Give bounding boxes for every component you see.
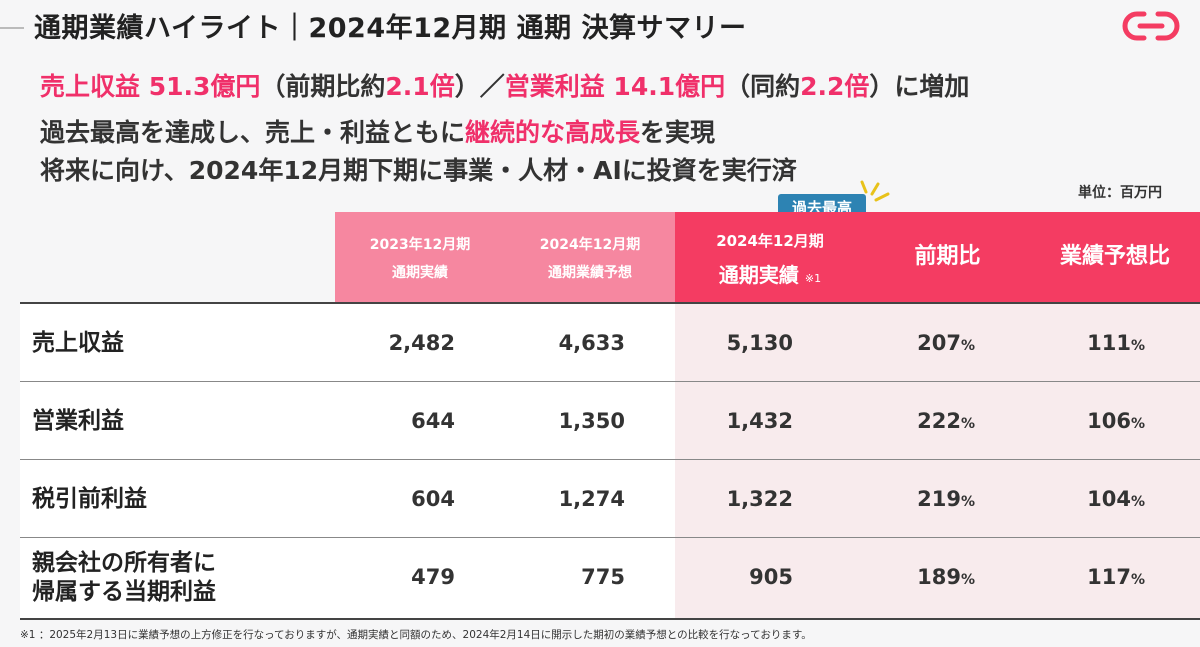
table-row: 税引前利益 604 1,274 1,322 219% 104% (20, 460, 1200, 538)
revenue-highlight: 売上収益 51.3億円 (40, 72, 261, 101)
header-line: 通期業績予想 (548, 265, 632, 281)
sparkle-icon (860, 180, 890, 202)
percent-sign: % (960, 338, 975, 354)
lead-text: ）に増加 (869, 72, 970, 101)
header-yoy: 前期比 (865, 212, 1030, 302)
header-line: 通期実績 (718, 263, 799, 287)
row-label: 親会社の所有者に 帰属する当期利益 (32, 538, 216, 618)
cell-value: 117 (1087, 565, 1131, 589)
op-profit-highlight: 営業利益 14.1億円 (504, 72, 726, 101)
lead-line-2: 過去最高を達成し、売上・利益ともに継続的な高成長を実現 (40, 113, 715, 149)
cell-value: 106 (1087, 409, 1131, 433)
percent-sign: % (1130, 338, 1145, 354)
page-header: 通期業績ハイライト｜2024年12月期 通期 決算サマリー (0, 6, 1200, 46)
cell-yoy: 219% (865, 460, 975, 538)
row-label: 売上収益 (32, 329, 124, 356)
row-label: 税引前利益 (32, 485, 147, 512)
cell-yoy: 207% (865, 304, 975, 382)
cell-prev: 479 (411, 565, 455, 589)
table-row: 親会社の所有者に 帰属する当期利益 479 775 905 189% 117% (20, 538, 1200, 618)
unit-label: 単位：百万円 (1078, 185, 1162, 201)
lead-text: （同約 (725, 72, 801, 101)
cell-actual: 1,322 (726, 487, 793, 511)
lead-line-3: 将来に向け、2024年12月期下期に事業・人材・AIに投資を実行済 (40, 156, 797, 185)
table-body: 売上収益 2,482 4,633 5,130 207% 111% 営業利益 64… (20, 302, 1200, 620)
op-profit-ratio: 2.2倍 (800, 72, 870, 101)
header-line: 2024年12月期 (716, 232, 824, 250)
row-label: 営業利益 (32, 407, 124, 434)
table-row: 売上収益 2,482 4,633 5,130 207% 111% (20, 304, 1200, 382)
header-line: 2023年12月期 (369, 237, 471, 253)
cell-prev: 2,482 (388, 331, 455, 355)
footnote: ※1 ：2025年2月13日に業績予想の上方修正を行なっておりますが、通期実績と… (20, 629, 812, 641)
header-forecast: 2024年12月期 通期業績予想 (505, 212, 675, 302)
results-table: 2023年12月期 通期実績 2024年12月期 通期業績予想 2024年12月… (20, 212, 1200, 620)
growth-highlight: 継続的な高成長 (465, 118, 641, 147)
lead-text: を実現 (640, 118, 716, 147)
header-prev-year: 2023年12月期 通期実績 (335, 212, 505, 302)
cell-value: 222 (917, 409, 961, 433)
cell-prev: 644 (411, 409, 455, 433)
cell-prev: 604 (411, 487, 455, 511)
cell-vs-forecast: 104% (1030, 460, 1145, 538)
percent-sign: % (1130, 416, 1145, 432)
cell-forecast: 4,633 (558, 331, 625, 355)
cell-actual: 5,130 (726, 331, 793, 355)
table-row: 営業利益 644 1,350 1,432 222% 106% (20, 382, 1200, 460)
percent-sign: % (960, 572, 975, 588)
cell-forecast: 1,274 (558, 487, 625, 511)
cell-value: 111 (1087, 331, 1131, 355)
row-label-line: 帰属する当期利益 (32, 579, 216, 605)
link-logo-icon (1122, 11, 1180, 41)
percent-sign: % (1130, 494, 1145, 510)
actual-column-shade (675, 304, 1200, 618)
revenue-ratio: 2.1倍 (385, 72, 455, 101)
footnote-marker: ※1 (804, 272, 822, 285)
cell-value: 189 (917, 565, 961, 589)
row-label-line: 親会社の所有者に (32, 550, 216, 577)
cell-value: 104 (1087, 487, 1131, 511)
cell-forecast: 1,350 (558, 409, 625, 433)
lead-line-1: 売上収益 51.3億円（前期比約2.1倍）／営業利益 14.1億円（同約2.2倍… (40, 67, 969, 103)
percent-sign: % (1130, 572, 1145, 588)
header-vs-forecast: 業績予想比 (1030, 212, 1200, 302)
percent-sign: % (960, 494, 975, 510)
header-actual: 2024年12月期 通期実績 ※1 (675, 212, 865, 302)
lead-text: ）／ (454, 72, 505, 101)
lead-text: （前期比約 (260, 72, 386, 101)
cell-vs-forecast: 106% (1030, 382, 1145, 460)
title-dash (0, 27, 24, 29)
cell-value: 219 (917, 487, 961, 511)
cell-actual: 905 (749, 565, 793, 589)
page-title: 通期業績ハイライト｜2024年12月期 通期 決算サマリー (34, 13, 747, 44)
cell-actual: 1,432 (726, 409, 793, 433)
cell-value: 207 (917, 331, 961, 355)
cell-vs-forecast: 117% (1030, 538, 1145, 616)
percent-sign: % (960, 416, 975, 432)
cell-yoy: 189% (865, 538, 975, 616)
header-line: 2024年12月期 (539, 237, 641, 253)
lead-text: 過去最高を達成し、売上・利益ともに (40, 118, 466, 147)
cell-yoy: 222% (865, 382, 975, 460)
header-line: 通期実績 (392, 265, 448, 281)
cell-forecast: 775 (581, 565, 625, 589)
cell-vs-forecast: 111% (1030, 304, 1145, 382)
